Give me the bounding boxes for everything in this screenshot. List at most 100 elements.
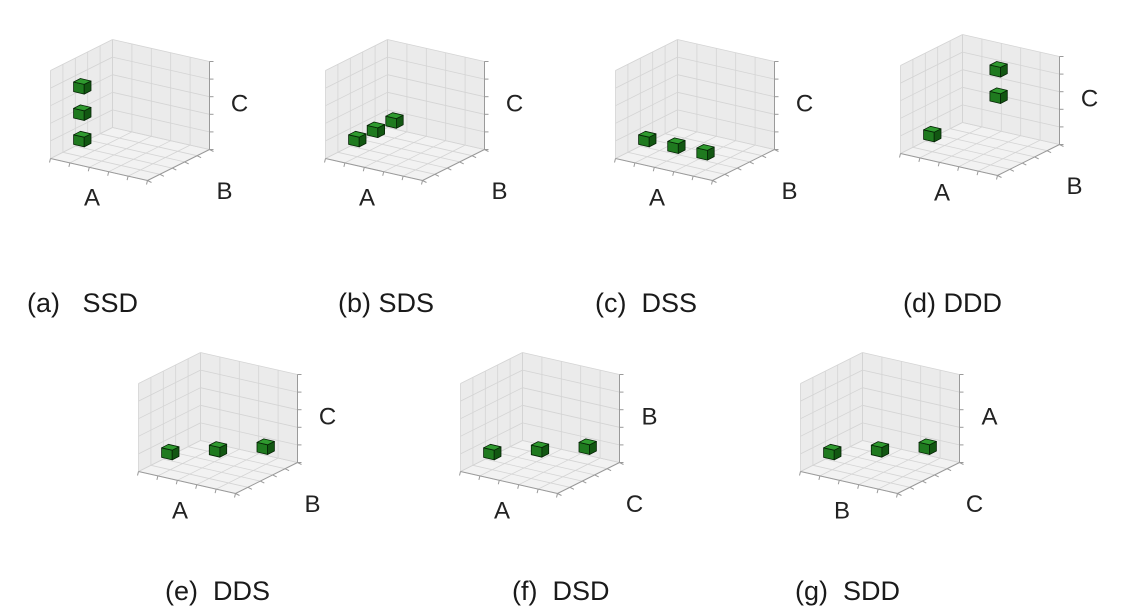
axis-lines	[614, 61, 779, 185]
grid-line	[460, 422, 523, 455]
cube-marker	[923, 125, 942, 143]
grid-line	[837, 452, 935, 476]
grid-line	[654, 135, 717, 168]
tick-mark	[156, 475, 159, 481]
grid-line	[862, 422, 960, 446]
cube-top-face	[923, 125, 942, 133]
grid-line	[325, 74, 388, 107]
tick-mark	[497, 480, 500, 485]
caption-c-tag: (c)	[595, 288, 627, 318]
cube-top-face	[696, 144, 715, 151]
back-pane	[522, 352, 620, 463]
grid-line	[977, 139, 1041, 172]
tick-mark	[459, 161, 464, 165]
grid-line	[75, 145, 173, 169]
grid-line	[127, 144, 191, 177]
tick-mark	[922, 480, 927, 484]
side-pane	[460, 352, 523, 472]
caption-a-tag: (a)	[27, 288, 61, 318]
caption-c-code: DSS	[641, 288, 698, 318]
grid-line	[615, 109, 678, 142]
cube-marker	[989, 87, 1008, 104]
tick-mark	[837, 480, 840, 485]
axis-line-1	[50, 158, 148, 181]
grid-line	[188, 446, 286, 470]
tick-mark	[712, 180, 717, 183]
tick-mark	[517, 484, 520, 489]
caption-f-code: DSD	[552, 576, 610, 606]
tick-mark	[557, 493, 562, 496]
grid-line	[364, 135, 427, 168]
tick-mark	[478, 475, 481, 481]
axis-label-2: C	[966, 491, 983, 518]
caption-b-code: SDS	[378, 288, 435, 318]
grid-line	[177, 448, 240, 481]
back-pane	[962, 34, 1060, 145]
plot-c-svg: A B C	[614, 39, 813, 212]
tick-mark	[691, 175, 694, 181]
grid-line	[112, 39, 210, 62]
tick-mark	[459, 471, 461, 476]
cube-marker	[530, 441, 550, 458]
grid-line	[962, 104, 1060, 128]
caption-g: (g) SDD	[780, 545, 900, 607]
caption-a: (a) SSD	[12, 257, 138, 319]
caption-d-code: DDD	[943, 288, 1003, 318]
grid-line	[387, 109, 485, 133]
grid-line	[108, 140, 171, 173]
grid-line	[862, 404, 960, 428]
grid-line	[900, 69, 963, 102]
grid-line	[215, 457, 279, 490]
axis-line-1	[615, 158, 713, 181]
grid-line	[925, 140, 1023, 164]
grid-line	[138, 422, 201, 455]
cube-marker	[823, 443, 842, 461]
grid-line	[150, 464, 248, 488]
axis-label-1: A	[934, 180, 950, 207]
grid-line	[800, 369, 863, 402]
caption-c: (c) DSS	[580, 257, 697, 319]
tick-mark	[569, 486, 575, 490]
tick-mark	[234, 493, 236, 498]
caption-d: (d) DDD	[888, 257, 1002, 319]
grid-line	[800, 404, 863, 437]
grid-line	[375, 133, 473, 157]
back-pane	[387, 39, 485, 150]
axis-label-2: B	[216, 178, 232, 205]
tick-mark	[324, 158, 326, 163]
grid-line	[522, 422, 620, 446]
axis-label-1: A	[649, 185, 665, 212]
tick-mark	[761, 155, 767, 159]
grid-line	[615, 56, 678, 89]
grid-line	[839, 448, 902, 481]
axis-label-1: B	[834, 498, 850, 525]
grid-line	[485, 458, 583, 482]
axis-label-3: B	[641, 404, 657, 431]
grid-line	[958, 135, 1021, 168]
tick-mark	[434, 173, 440, 177]
axis-lines	[899, 56, 1064, 180]
axis-label-3: C	[796, 91, 813, 118]
cube-marker	[161, 443, 180, 461]
plot-f-svg: A C B	[459, 352, 658, 525]
tick-mark	[146, 180, 148, 185]
grid-line	[325, 39, 388, 71]
axis-line-1	[138, 471, 236, 494]
tick-mark	[582, 480, 587, 484]
cube-marker	[667, 137, 686, 154]
tick-mark	[484, 149, 489, 152]
side-pane	[138, 352, 201, 472]
tick-mark	[137, 471, 139, 476]
tick-mark	[711, 180, 713, 185]
tick-mark	[857, 484, 860, 489]
tick-mark	[382, 171, 385, 176]
cube-top-face	[73, 78, 92, 85]
axis-label-3: C	[231, 91, 248, 118]
grid-line	[112, 56, 210, 80]
grid-lines	[900, 34, 1060, 176]
axis-label-3: A	[981, 404, 997, 431]
cube-top-face	[667, 137, 686, 145]
plot-panel-e: A B C	[88, 318, 368, 525]
axis-line-1	[460, 471, 558, 494]
grid-line	[962, 51, 1060, 75]
